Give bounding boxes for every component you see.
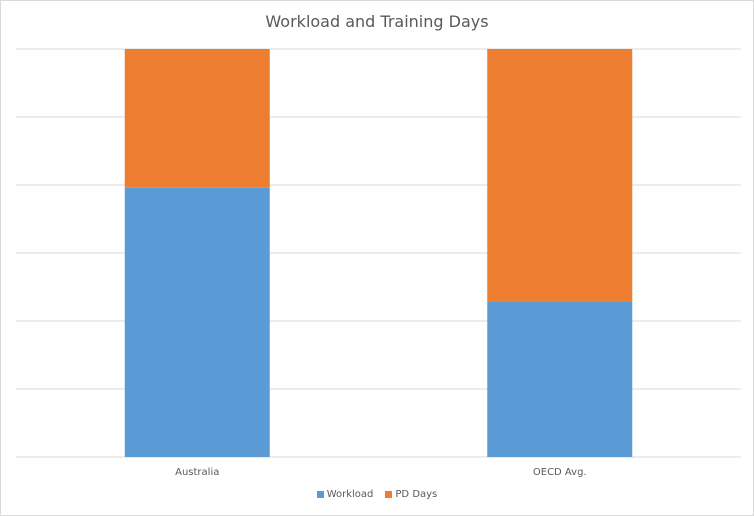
plot-area: Australia OECD Avg. (16, 48, 741, 478)
x-tick-label: Australia (175, 467, 219, 478)
bars (124, 49, 633, 457)
legend-label: PD Days (395, 489, 438, 500)
legend-label: Workload (326, 489, 374, 500)
legend-item: PD Days (385, 489, 437, 500)
bar-workload-oecd-avg (487, 301, 633, 457)
legend-swatch (385, 491, 393, 498)
x-tick-label: OECD Avg. (533, 467, 587, 478)
bar-workload-australia (124, 187, 270, 457)
bar-pd-days-australia (124, 49, 270, 188)
legend-item: Workload (316, 489, 374, 500)
chart-title: Workload and Training Days (265, 12, 489, 31)
legend: Workload PD Days (1, 489, 753, 500)
x-tick-labels: Australia OECD Avg. (175, 467, 586, 478)
bar-pd-days-oecd-avg (487, 49, 633, 302)
legend-swatch (316, 491, 324, 498)
